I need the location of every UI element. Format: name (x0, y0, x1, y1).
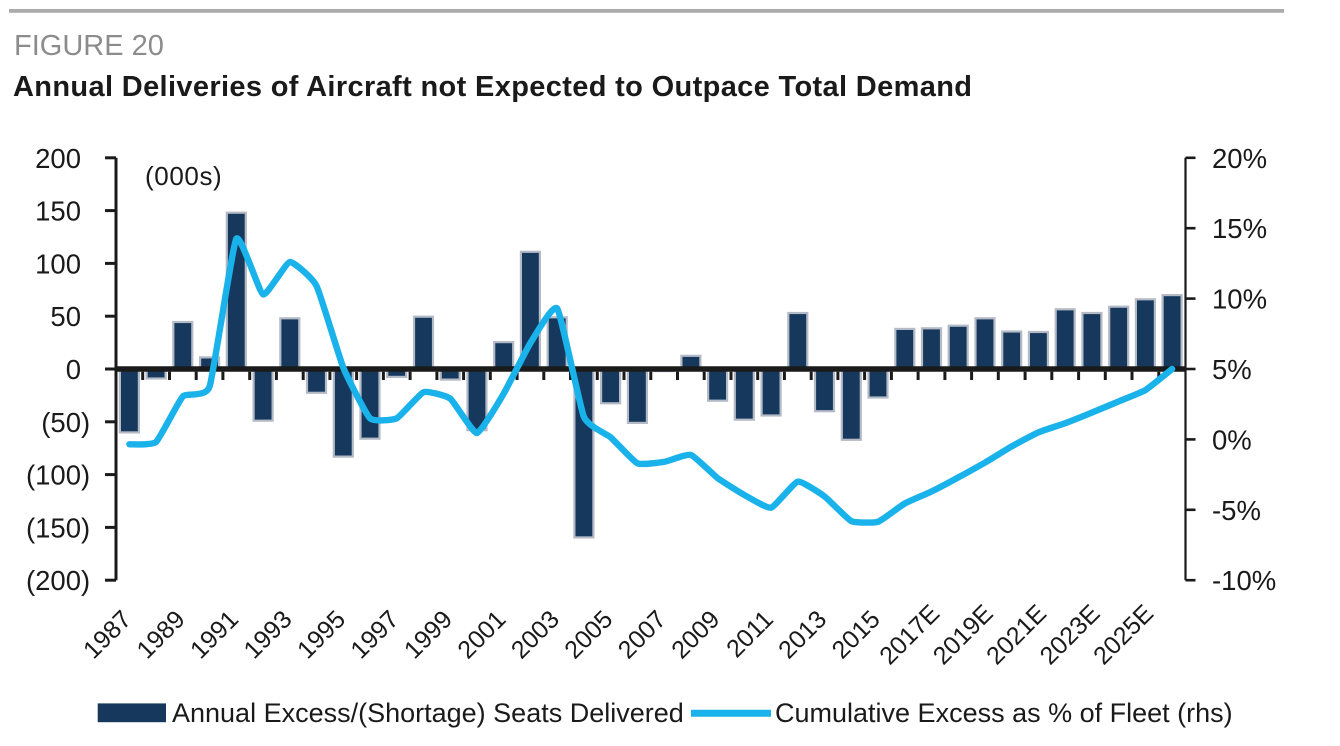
svg-text:(200: (200 (26, 565, 81, 596)
svg-text:-5%: -5% (1212, 495, 1261, 526)
svg-text:): ) (81, 407, 90, 438)
svg-text:(150: (150 (26, 512, 81, 543)
svg-text:20%: 20% (1212, 143, 1267, 174)
svg-text:FIGURE 20: FIGURE 20 (14, 30, 164, 62)
svg-text:-10%: -10% (1212, 565, 1276, 596)
svg-text:0: 0 (66, 354, 81, 385)
svg-text:(50: (50 (41, 407, 81, 438)
svg-text:Cumulative Excess as % of Flee: Cumulative Excess as % of Fleet (rhs) (775, 698, 1233, 728)
svg-text:10%: 10% (1212, 284, 1267, 315)
svg-text:100: 100 (35, 248, 81, 279)
svg-text:(100: (100 (26, 460, 81, 491)
svg-text:): ) (81, 460, 90, 491)
svg-text:0%: 0% (1212, 424, 1252, 455)
svg-text:150: 150 (35, 196, 81, 227)
svg-text:50: 50 (50, 301, 81, 332)
svg-text:): ) (81, 565, 90, 596)
svg-text:15%: 15% (1212, 213, 1267, 244)
svg-text:): ) (81, 512, 90, 543)
svg-text:Annual Deliveries of Aircraft: Annual Deliveries of Aircraft not Expect… (13, 71, 972, 103)
svg-text:200: 200 (35, 143, 81, 174)
svg-text:Annual Excess/(Shortage) Seats: Annual Excess/(Shortage) Seats Delivered (172, 698, 684, 728)
svg-text:(000s): (000s) (145, 161, 222, 191)
svg-text:5%: 5% (1212, 354, 1252, 385)
